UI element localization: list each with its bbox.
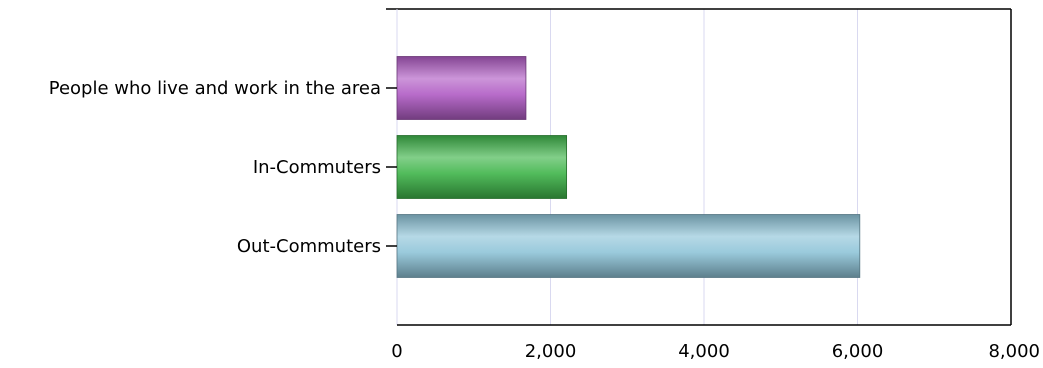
bar-2 <box>396 214 861 278</box>
category-labels: People who live and work in the area In-C… <box>49 78 397 257</box>
bar-1 <box>396 135 568 199</box>
category-label-0: People who live and work in the area <box>49 78 381 99</box>
x-tick-labels: 0 2,000 4,000 6,000 8,000 <box>391 341 1040 362</box>
x-tick-label-2: 4,000 <box>678 341 730 362</box>
x-tick-label-4: 8,000 <box>988 341 1040 362</box>
bars <box>396 56 861 278</box>
x-tick-label-0: 0 <box>391 341 402 362</box>
category-label-1: In-Commuters <box>253 157 381 178</box>
category-label-2: Out-Commuters <box>237 236 381 257</box>
x-tick-label-3: 6,000 <box>832 341 884 362</box>
x-tick-label-1: 2,000 <box>525 341 577 362</box>
bar-0 <box>396 56 527 120</box>
